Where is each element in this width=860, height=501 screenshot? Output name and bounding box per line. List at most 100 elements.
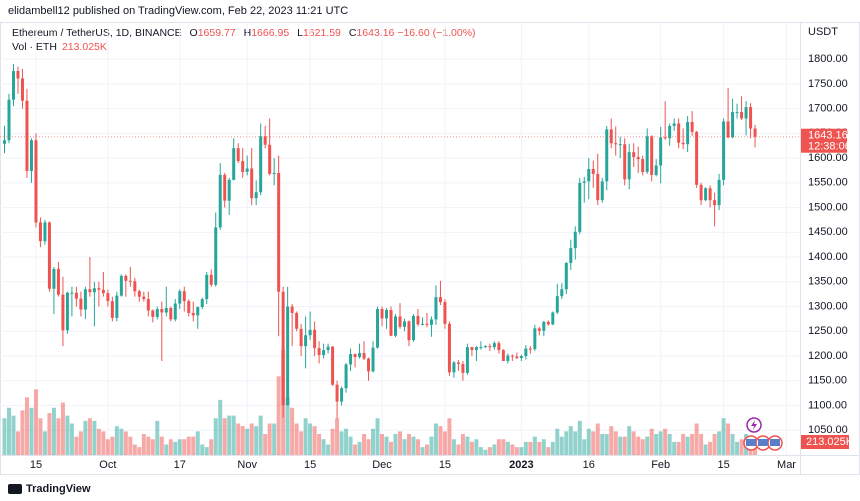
- y-tick-label: 1300.00: [808, 300, 848, 312]
- y-tick-label: 1100.00: [808, 399, 847, 411]
- chart-frame: [0, 22, 860, 475]
- volume-bar: [240, 426, 245, 455]
- volume-bar: [159, 436, 164, 455]
- legend-close: 1643.16: [356, 27, 395, 39]
- candle-body: [456, 362, 460, 364]
- volume-bar: [2, 418, 7, 455]
- x-tick-label: Feb: [651, 459, 670, 471]
- volume-bar: [200, 444, 205, 455]
- candle-body: [52, 268, 56, 289]
- candle-body: [245, 168, 249, 172]
- candle-body: [515, 356, 519, 359]
- candle-body: [704, 188, 708, 201]
- volume-bar: [78, 431, 83, 455]
- volume-bar: [672, 441, 677, 455]
- candle-body: [663, 137, 667, 139]
- candle-body: [61, 294, 65, 331]
- volume-bar: [195, 431, 200, 455]
- volume-bar: [222, 418, 227, 455]
- volume-bar: [150, 439, 155, 455]
- volume-bar: [460, 434, 465, 455]
- candle-body: [272, 172, 276, 174]
- y-tick-label: 1700.00: [808, 103, 848, 115]
- candle-body: [173, 303, 177, 320]
- candle-body: [79, 298, 83, 310]
- candle-body: [110, 301, 114, 318]
- volume-bar: [465, 436, 470, 455]
- volume-bar: [505, 441, 510, 455]
- volume-bar: [308, 423, 313, 455]
- publish-info: elidambell12 published on TradingView.co…: [8, 5, 349, 17]
- volume-bar: [348, 436, 353, 455]
- candle-body: [627, 152, 631, 180]
- symbol: Ethereum / TetherUS, 1D, BINANCE: [12, 27, 182, 39]
- volume-bar: [51, 407, 56, 455]
- volume-bar: [92, 420, 97, 455]
- legend-key: C: [348, 27, 357, 39]
- candle-body: [587, 168, 591, 182]
- x-tick-label: Nov: [237, 459, 257, 471]
- volume-bar: [519, 447, 524, 455]
- axes: 1050.00 1100.00 1150.00 1200.00 1250.00 1300.…: [30, 53, 848, 471]
- volume-bar: [24, 397, 29, 455]
- volume-bar: [20, 410, 25, 455]
- volume-bar: [514, 447, 519, 455]
- volume-bar: [182, 439, 187, 455]
- volume-bar: [366, 439, 371, 455]
- candle-body: [420, 323, 424, 325]
- candle-body: [236, 148, 240, 162]
- volume-bar: [735, 441, 740, 455]
- candle-body: [519, 356, 523, 359]
- candle-body: [38, 222, 42, 242]
- volume-bar: [384, 436, 389, 455]
- candle-body: [313, 329, 317, 349]
- candle-body: [232, 148, 236, 180]
- legend-key: L: [297, 27, 303, 39]
- candle-body: [411, 315, 415, 341]
- candle-body: [349, 354, 353, 365]
- candle-body: [488, 346, 492, 348]
- volume-bar: [285, 397, 290, 455]
- volume-bar: [492, 444, 497, 455]
- candle-body: [614, 143, 618, 145]
- volume-bar: [173, 441, 178, 455]
- candle-body: [438, 297, 442, 303]
- x-tick-label: 15: [304, 459, 316, 471]
- candle-body: [555, 296, 559, 313]
- volume-bar: [627, 426, 632, 455]
- candle-body: [605, 129, 609, 182]
- candle-body: [591, 168, 595, 174]
- y-tick-label: 1600.00: [808, 152, 848, 164]
- y-tick-label: 1450.00: [808, 226, 848, 238]
- x-tick-label: Dec: [372, 459, 392, 471]
- candle-body: [137, 291, 141, 297]
- candle-body: [299, 328, 303, 347]
- candle-body: [97, 288, 101, 290]
- candle-body: [609, 129, 613, 144]
- volume-bar: [469, 441, 474, 455]
- candle-body: [124, 275, 128, 281]
- volume-bar: [451, 439, 456, 455]
- candle-body: [600, 181, 604, 201]
- candle-body: [677, 123, 681, 143]
- volume-bar: [568, 426, 573, 455]
- candle-body: [47, 222, 51, 289]
- volume-bar: [721, 418, 726, 455]
- candle-body: [636, 157, 640, 160]
- x-tick-label: 2023: [509, 459, 533, 471]
- flag: [758, 439, 768, 446]
- candle-body: [371, 347, 375, 372]
- volume-bar: [155, 420, 160, 455]
- candle-body: [29, 140, 33, 171]
- candle-body: [7, 99, 11, 141]
- candle-body: [209, 274, 213, 285]
- candle-body: [362, 353, 366, 359]
- volume-bar: [290, 407, 295, 455]
- volume-bar: [231, 415, 236, 455]
- brand-logo: [8, 484, 22, 494]
- volume-bar: [146, 436, 151, 455]
- candle-body: [344, 364, 348, 389]
- candle-body: [214, 227, 218, 285]
- candle-body: [205, 274, 209, 300]
